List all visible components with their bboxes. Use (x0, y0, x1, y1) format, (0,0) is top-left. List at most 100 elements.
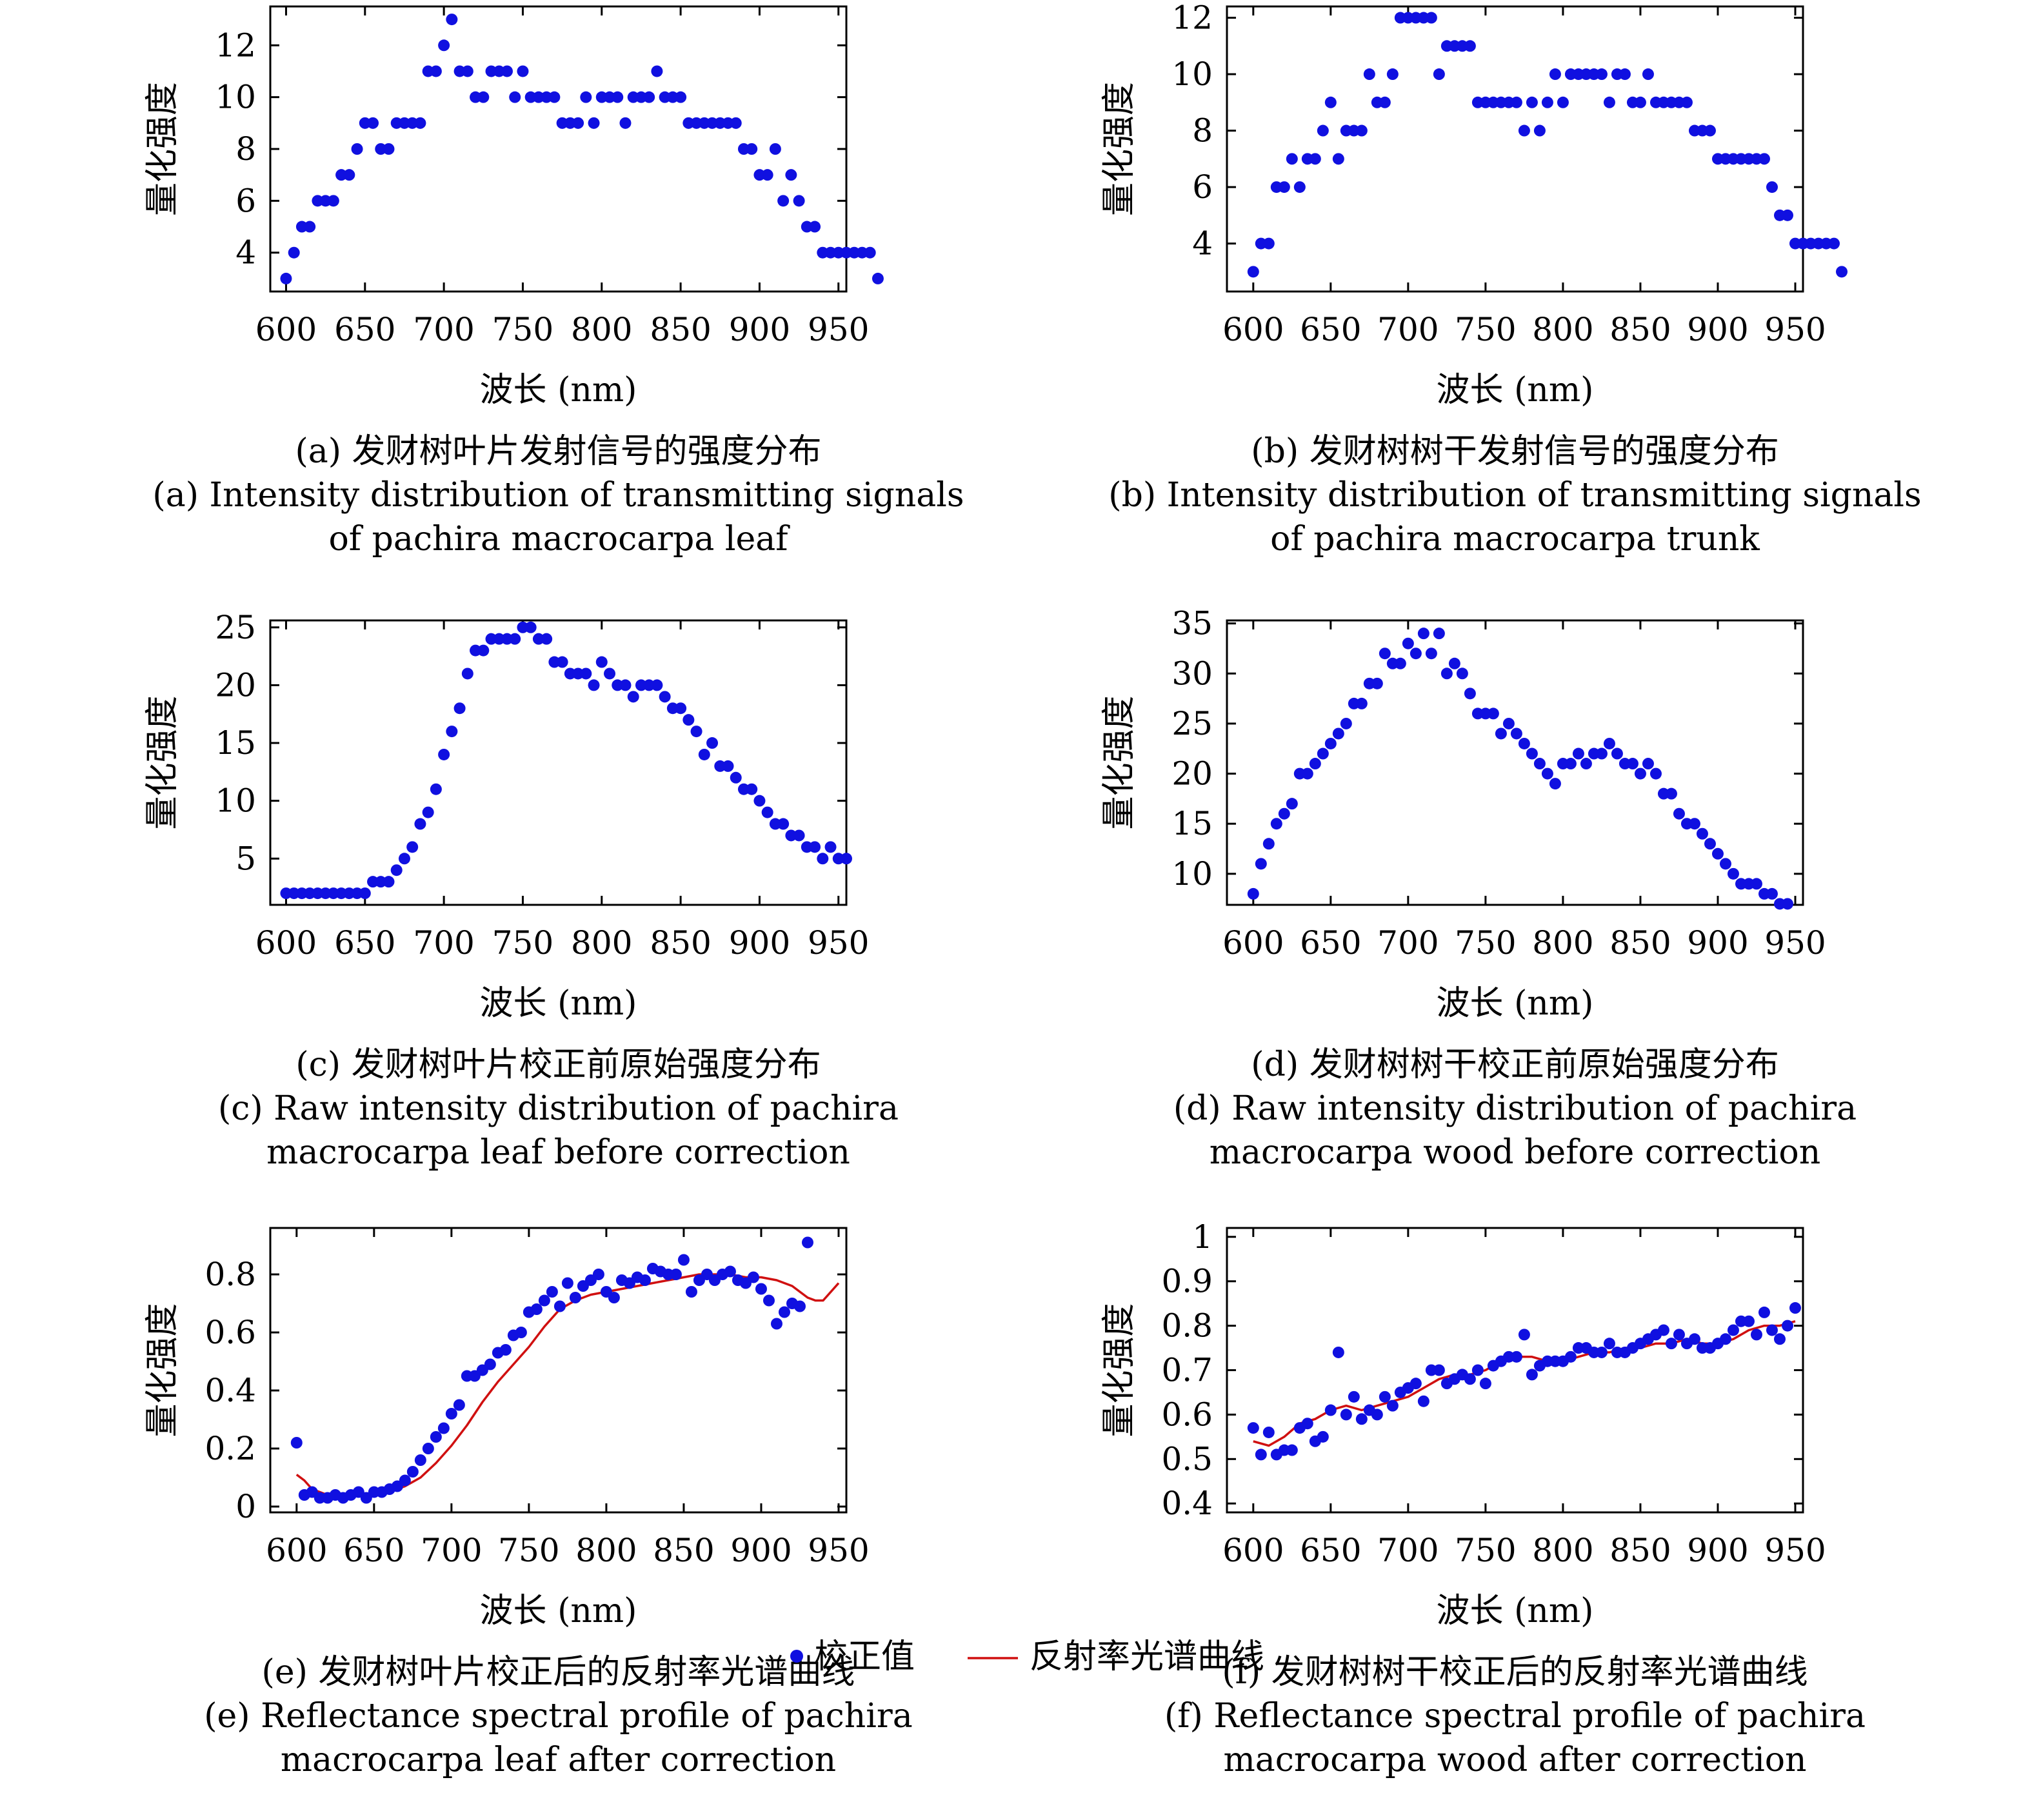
data-point (1634, 767, 1646, 780)
x-tick-label: 750 (1455, 311, 1516, 348)
data-point (770, 1318, 782, 1330)
data-point (1673, 807, 1685, 820)
data-point (755, 1283, 767, 1295)
caption-line-1: (e) 发财树叶片校正后的反射率光谱曲线 (262, 1653, 855, 1692)
data-point (730, 771, 742, 784)
data-point (383, 143, 395, 155)
x-tick-label: 600 (1222, 1532, 1284, 1569)
data-point (1371, 677, 1383, 689)
data-point (406, 1466, 419, 1478)
y-axis-label: 量化强度 (1100, 1303, 1139, 1437)
data-point (1409, 1378, 1422, 1390)
x-tick-label: 850 (1609, 1532, 1671, 1569)
data-point (1541, 767, 1553, 780)
data-point (1619, 68, 1631, 81)
data-point (1262, 237, 1275, 250)
x-tick-label: 950 (1764, 1532, 1826, 1569)
data-point (343, 169, 355, 181)
data-point (1719, 858, 1731, 870)
data-point (1727, 867, 1739, 880)
data-point (1286, 153, 1298, 165)
data-point (608, 1292, 620, 1303)
data-point (1526, 96, 1538, 108)
y-tick-label: 5 (235, 840, 256, 877)
y-axis-label: 量化强度 (143, 695, 182, 829)
x-tick-label: 650 (1300, 1532, 1361, 1569)
data-point (1789, 1302, 1801, 1314)
data-point (553, 1300, 566, 1312)
data-point (1704, 124, 1716, 137)
data-point (1464, 687, 1476, 700)
data-point (690, 726, 702, 738)
data-point (453, 1399, 465, 1411)
caption-line-1: (f) 发财树树干校正后的反射率光谱曲线 (1222, 1653, 1808, 1692)
chart-panel-b: 600 650 700 750 800 850 900 950 4 6 8 10 12 波长 (nm) 量化… (1100, 0, 1922, 559)
data-point (1317, 747, 1329, 760)
x-tick-label: 900 (729, 924, 790, 962)
data-point (1711, 847, 1724, 860)
data-point (383, 876, 395, 888)
x-tick-label: 800 (571, 311, 632, 348)
caption-line-3: macrocarpa wood before correction (1210, 1133, 1820, 1172)
data-point (777, 818, 790, 830)
data-point (327, 195, 339, 207)
data-point (659, 691, 671, 703)
data-point (1781, 898, 1793, 910)
data-point (1270, 818, 1282, 830)
data-point (1278, 807, 1290, 820)
data-point (1425, 12, 1437, 24)
data-point (872, 272, 884, 284)
y-tick-label: 0.7 (1161, 1352, 1213, 1389)
data-point (1440, 668, 1453, 680)
data-point (1324, 1404, 1337, 1416)
plot-frame (269, 1227, 848, 1514)
y-tick-label: 0.4 (204, 1372, 256, 1409)
x-tick-label: 850 (653, 1532, 714, 1569)
x-tick-label: 600 (1222, 924, 1284, 962)
data-point (1425, 648, 1437, 660)
caption-line-3: macrocarpa leaf before correction (266, 1133, 850, 1172)
data-point (509, 91, 521, 103)
data-point (1549, 68, 1561, 81)
data-point (1572, 747, 1584, 760)
data-point (561, 1277, 573, 1289)
y-tick-label: 0 (235, 1488, 256, 1525)
x-tick-label: 600 (255, 311, 317, 348)
data-point (501, 65, 513, 77)
x-axis-label: 波长 (nm) (480, 1592, 637, 1630)
data-point (290, 1437, 303, 1449)
data-point (1603, 96, 1615, 108)
data-point (1526, 747, 1538, 760)
data-point (793, 829, 805, 842)
data-point (777, 195, 790, 207)
y-tick-label: 6 (235, 182, 256, 219)
data-point (1766, 1324, 1778, 1336)
data-point (619, 679, 632, 691)
data-point (515, 1327, 527, 1338)
x-tick-label: 850 (1609, 311, 1671, 348)
data-point (769, 143, 781, 155)
data-point (1332, 727, 1344, 740)
plot-frame (1226, 1227, 1804, 1514)
data-point (1541, 96, 1553, 108)
data-point (1386, 1400, 1399, 1412)
data-point (1332, 1346, 1344, 1358)
y-tick-label: 0.6 (204, 1314, 256, 1351)
data-point (724, 1265, 736, 1278)
data-point (588, 679, 600, 691)
data-point (761, 169, 773, 181)
data-point (438, 39, 450, 52)
data-point (1433, 1364, 1445, 1376)
caption-line-2: (d) Raw intensity distribution of pachir… (1173, 1089, 1857, 1128)
data-point (1742, 1315, 1755, 1327)
caption-line-2: (a) Intensity distribution of transmitti… (152, 476, 964, 515)
x-tick-label: 850 (650, 924, 711, 962)
data-point (1301, 1418, 1313, 1430)
x-tick-label: 950 (808, 1532, 869, 1569)
x-tick-label: 700 (1377, 311, 1439, 348)
data-point (675, 91, 687, 103)
y-axis-label: 量化强度 (1100, 695, 1139, 829)
y-tick-label: 0.2 (204, 1430, 256, 1467)
x-tick-label: 650 (1300, 924, 1361, 962)
